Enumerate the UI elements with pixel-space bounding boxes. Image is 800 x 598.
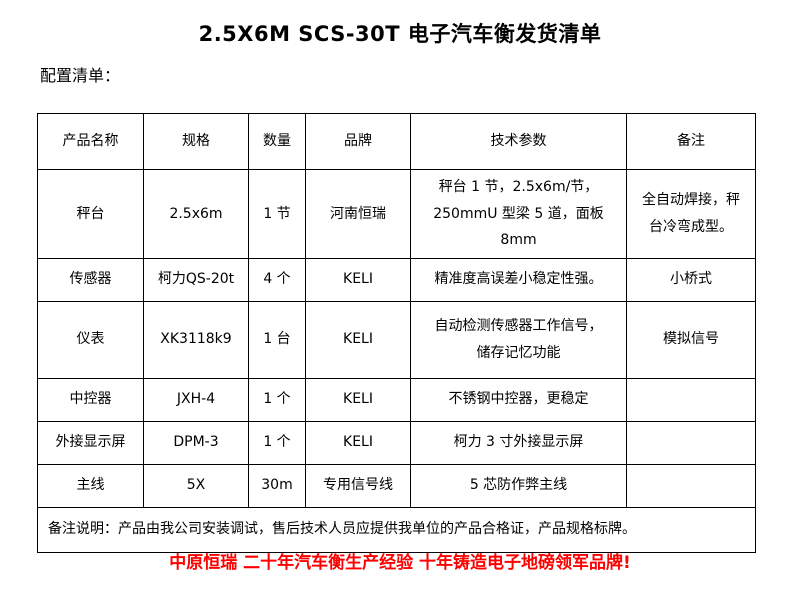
cell-product-name: 仪表 [37,300,144,379]
cell-quantity: 4 个 [248,257,306,302]
table-row: 传感器 柯力QS-20t 4 个 KELI 精准度高误差小稳定性强。 小桥式 [37,257,756,302]
cell-product-name: 秤台 [37,169,144,259]
cell-product-name: 外接显示屏 [37,420,144,465]
cell-tech-params: 不锈钢中控器，更稳定 [410,377,627,422]
column-header-quantity: 数量 [248,113,306,170]
cell-remark-line1: 全自动焊接，秤 [642,192,740,209]
cell-remark: 模拟信号 [626,300,756,379]
column-header-tech-params: 技术参数 [410,113,627,170]
page-title: 2.5X6M SCS-30T 电子汽车衡发货清单 [198,22,602,46]
cell-specification: XK3118k9 [143,300,249,379]
cell-remark: 小桥式 [626,257,756,302]
footer-slogan: 中原恒瑞 二十年汽车衡生产经验 十年铸造电子地磅领军品牌! [169,553,631,573]
table-row: 仪表 XK3118k9 1 台 KELI 自动检测传感器工作信号， 储存记忆功能… [37,300,756,379]
cell-brand: 河南恒瑞 [305,169,411,259]
cell-product-name: 主线 [37,463,144,508]
cell-brand: KELI [305,300,411,379]
column-header-specification: 规格 [143,113,249,170]
cell-tech-params-line1: 秤台 1 节，2.5x6m/节， [438,179,599,195]
cell-tech-params: 精准度高误差小稳定性强。 [410,257,627,302]
cell-quantity: 1 节 [248,169,306,259]
cell-brand: KELI [305,420,411,465]
column-header-product-name: 产品名称 [37,113,144,170]
specification-table: 产品名称 规格 数量 品牌 技术参数 备注 秤台 2.5x6m 1 节 河南恒瑞… [37,113,756,553]
cell-quantity: 1 台 [248,300,306,379]
table-row: 主线 5X 30m 专用信号线 5 芯防作弊主线 [37,463,756,508]
cell-tech-params: 秤台 1 节，2.5x6m/节， 250mmU 型梁 5 道，面板 8mm [410,169,627,259]
cell-tech-params: 自动检测传感器工作信号， 储存记忆功能 [410,300,627,379]
cell-product-name: 传感器 [37,257,144,302]
table-row: 外接显示屏 DPM-3 1 个 KELI 柯力 3 寸外接显示屏 [37,420,756,465]
cell-tech-params: 5 芯防作弊主线 [410,463,627,508]
column-header-brand: 品牌 [305,113,411,170]
cell-tech-params-line2: 250mmU 型梁 5 道，面板 8mm [433,205,604,249]
cell-brand: 专用信号线 [305,463,411,508]
cell-remark: 全自动焊接，秤 台冷弯成型。 [626,169,756,259]
cell-remark-line2: 台冷弯成型。 [649,218,733,235]
cell-brand: KELI [305,257,411,302]
cell-specification: DPM-3 [143,420,249,465]
cell-quantity: 1 个 [248,377,306,422]
cell-remark [626,377,756,422]
cell-tech-params: 柯力 3 寸外接显示屏 [410,420,627,465]
cell-brand: KELI [305,377,411,422]
cell-tech-params-line2: 储存记忆功能 [476,344,561,361]
cell-specification: 柯力QS-20t [143,257,249,302]
cell-specification: 5X [143,463,249,508]
note-text: 备注说明：产品由我公司安装调试，售后技术人员应提供我单位的产品合格证，产品规格标… [37,506,756,553]
cell-product-name: 中控器 [37,377,144,422]
table-header-row: 产品名称 规格 数量 品牌 技术参数 备注 [37,113,756,170]
table-row: 中控器 JXH-4 1 个 KELI 不锈钢中控器，更稳定 [37,377,756,422]
column-header-remark: 备注 [626,113,756,170]
cell-quantity: 30m [248,463,306,508]
cell-specification: 2.5x6m [143,169,249,259]
configuration-list-label: 配置清单： [40,66,121,85]
cell-remark [626,420,756,465]
cell-tech-params-line1: 自动检测传感器工作信号， [434,318,603,335]
cell-remark [626,463,756,508]
cell-specification: JXH-4 [143,377,249,422]
table-row: 秤台 2.5x6m 1 节 河南恒瑞 秤台 1 节，2.5x6m/节， 250m… [37,169,756,259]
cell-quantity: 1 个 [248,420,306,465]
table-note-row: 备注说明：产品由我公司安装调试，售后技术人员应提供我单位的产品合格证，产品规格标… [37,506,756,553]
